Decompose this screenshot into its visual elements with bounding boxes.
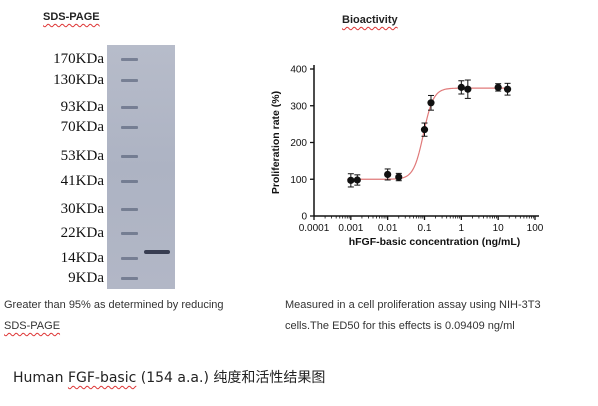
purity-caption-line2: SDS-PAGE <box>4 320 61 332</box>
y-tick-label: 200 <box>290 138 307 149</box>
x-tick-label: 0.0001 <box>299 223 330 234</box>
x-tick-label: 10 <box>493 223 505 234</box>
bioactivity-title: Bioactivity <box>342 14 398 26</box>
data-point <box>503 85 512 93</box>
y-tick-label: 300 <box>290 101 307 112</box>
activity-caption-line1: Measured in a cell proliferation assay u… <box>285 299 541 311</box>
marker-label: 53KDa <box>60 148 104 164</box>
marker-label: 22KDa <box>60 225 104 241</box>
activity-caption-line2: cells.The ED50 for this effects is 0.094… <box>285 320 515 332</box>
fit-curve <box>347 87 510 180</box>
data-point <box>494 83 502 91</box>
purity-caption: Greater than 95% as determined by reduci… <box>4 295 274 337</box>
ladder-band <box>121 126 138 129</box>
x-axis-label: hFGF-basic concentration (ng/mL) <box>349 236 521 248</box>
marker-label: 170KDa <box>53 51 104 67</box>
y-axis-label: Proliferation rate (%) <box>270 91 282 194</box>
data-point <box>464 85 472 93</box>
data-point <box>347 176 355 184</box>
bioactivity-chart: 0 100 200 300 400 0.0001 0.001 0.01 0.1 1 10 100 hFG… <box>270 65 544 249</box>
x-tick-label: 0.01 <box>378 223 398 234</box>
ladder-band <box>121 277 138 280</box>
marker-label: 70KDa <box>60 119 104 135</box>
ladder-band <box>121 257 138 260</box>
purity-caption-line1: Greater than 95% as determined by reduci… <box>4 299 224 311</box>
y-tick-label: 100 <box>290 175 307 186</box>
x-tick-label: 100 <box>527 223 544 234</box>
ladder-band <box>121 106 138 109</box>
ladder-band <box>121 58 138 61</box>
ladder-band <box>121 232 138 235</box>
marker-label: 14KDa <box>60 250 104 266</box>
data-point <box>457 83 465 91</box>
ladder-band <box>121 155 138 158</box>
marker-label: 41KDa <box>60 173 104 189</box>
protein-band <box>144 250 170 254</box>
marker-label: 9KDa <box>68 270 104 286</box>
footer-suffix: (154 a.a.) 纯度和活性结果图 <box>136 370 326 386</box>
y-tick-label: 0 <box>301 212 307 223</box>
ladder-band <box>121 180 138 183</box>
footer-prefix: Human <box>13 370 68 386</box>
figure-footer-title: Human FGF-basic (154 a.a.) 纯度和活性结果图 <box>13 367 325 387</box>
sds-page-gel-image <box>107 45 175 289</box>
marker-label: 130KDa <box>53 72 104 88</box>
activity-caption: Measured in a cell proliferation assay u… <box>285 295 585 337</box>
data-point <box>420 126 429 134</box>
molecular-weight-markers: 170KDa 130KDa 93KDa 70KDa 53KDa 41KDa 30… <box>0 0 104 300</box>
x-tick-label: 0.001 <box>338 223 363 234</box>
x-tick-label: 0.1 <box>418 223 432 234</box>
data-point <box>384 170 392 179</box>
sds-page-title: SDS-PAGE <box>43 11 100 23</box>
ladder-band <box>121 208 138 211</box>
footer-protein-name: FGF-basic <box>67 370 137 386</box>
ladder-band <box>121 79 138 82</box>
data-point <box>395 173 403 181</box>
x-tick-label: 1 <box>459 223 465 234</box>
data-point <box>427 99 435 107</box>
marker-label: 30KDa <box>60 201 104 217</box>
marker-label: 93KDa <box>60 99 104 115</box>
y-tick-label: 400 <box>290 65 307 76</box>
data-point <box>353 176 361 184</box>
